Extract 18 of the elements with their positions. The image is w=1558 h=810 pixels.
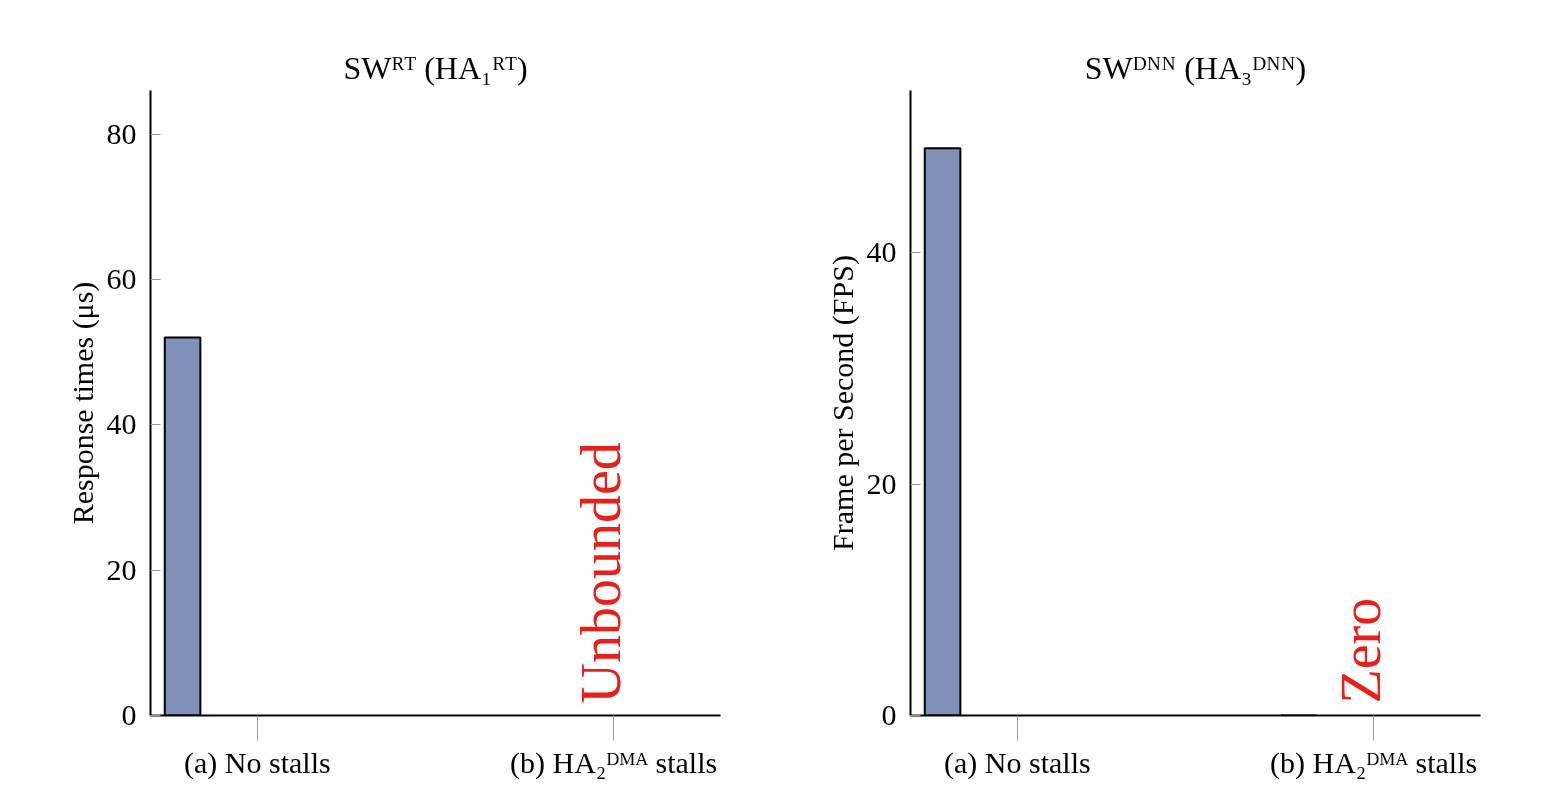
y-tick-label: 80 (106, 116, 137, 150)
y-tick-label: 20 (866, 466, 897, 500)
annotation: Unbounded (569, 442, 632, 704)
y-tick-label: 40 (866, 235, 897, 269)
y-axis-title: Response times (μs) (65, 281, 100, 525)
chart-title: SWᴰᴺᴺ (HA₃ᴰᴺᴺ) (1084, 49, 1307, 86)
chart-title: SWᴿᵀ (HA₁ᴿᵀ) (343, 49, 528, 86)
y-tick-label: 0 (121, 698, 137, 731)
y-tick-label: 60 (106, 261, 137, 295)
x-tick-label: (b) HA₂ᴰᴹᴬ stalls (1270, 745, 1478, 780)
y-tick-label: 20 (106, 552, 137, 586)
x-tick-label: (a) No stalls (184, 745, 331, 780)
y-axis-title: Frame per Second (FPS) (825, 255, 860, 551)
annotation: Zero (1329, 597, 1392, 704)
x-tick-label: (b) HA₂ᴰᴹᴬ stalls (510, 745, 718, 780)
y-tick-label: 0 (881, 698, 897, 731)
x-tick-label: (a) No stalls (944, 745, 1091, 780)
y-tick-label: 40 (106, 407, 137, 441)
